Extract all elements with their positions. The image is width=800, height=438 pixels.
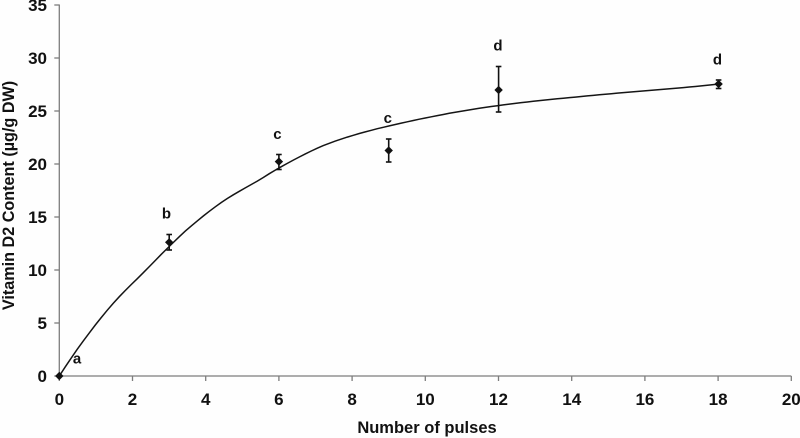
svg-text:10: 10: [416, 390, 435, 409]
svg-text:d: d: [713, 52, 722, 69]
svg-text:0: 0: [55, 390, 64, 409]
svg-text:d: d: [493, 38, 502, 55]
svg-text:Number of pulses: Number of pulses: [357, 419, 496, 437]
svg-text:Vitamin D2 Content (µg/g DW): Vitamin D2 Content (µg/g DW): [0, 81, 18, 310]
svg-text:6: 6: [274, 390, 283, 409]
svg-text:c: c: [384, 110, 392, 127]
svg-text:c: c: [273, 126, 281, 143]
svg-text:20: 20: [782, 390, 800, 409]
svg-text:15: 15: [28, 208, 47, 227]
svg-text:16: 16: [635, 390, 654, 409]
svg-text:12: 12: [489, 390, 508, 409]
svg-text:5: 5: [38, 314, 47, 333]
svg-text:18: 18: [709, 390, 728, 409]
svg-text:2: 2: [128, 390, 137, 409]
svg-text:0: 0: [38, 367, 47, 386]
svg-text:10: 10: [28, 261, 47, 280]
svg-text:30: 30: [28, 49, 47, 68]
svg-text:4: 4: [201, 390, 211, 409]
svg-text:20: 20: [28, 155, 47, 174]
svg-text:35: 35: [28, 0, 47, 15]
svg-text:14: 14: [562, 390, 581, 409]
svg-text:a: a: [73, 351, 82, 368]
svg-text:b: b: [162, 206, 171, 223]
svg-text:25: 25: [28, 102, 47, 121]
svg-text:8: 8: [347, 390, 356, 409]
